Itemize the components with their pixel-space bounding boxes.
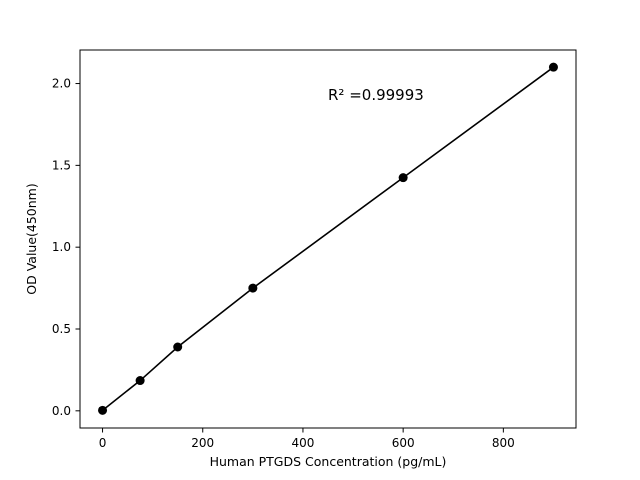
data-point [135,376,145,386]
data-point [248,283,258,293]
axis-ticks: 0 200 400 600 800 0.0 0.5 1.0 1.5 2.0 [52,77,515,450]
x-tick-label: 0 [99,436,107,450]
y-tick-label: 0.5 [52,322,71,336]
y-axis-label: OD Value(450nm) [24,183,39,294]
x-tick-label: 600 [392,436,415,450]
x-tick-label: 200 [191,436,214,450]
y-tick-label: 2.0 [52,77,71,91]
data-point [398,173,408,183]
data-point [548,62,558,72]
data-series [98,62,558,415]
y-tick-label: 0.0 [52,404,71,418]
r-squared-annotation: R² =0.99993 [328,86,424,104]
y-tick-label: 1.5 [52,158,71,172]
data-point [98,405,108,415]
y-tick-label: 1.0 [52,240,71,254]
x-axis-label: Human PTGDS Concentration (pg/mL) [210,454,447,469]
data-point [173,342,183,352]
x-tick-label: 400 [291,436,314,450]
plot-area-border [79,49,577,429]
trend-line [102,66,554,411]
x-tick-label: 800 [492,436,515,450]
